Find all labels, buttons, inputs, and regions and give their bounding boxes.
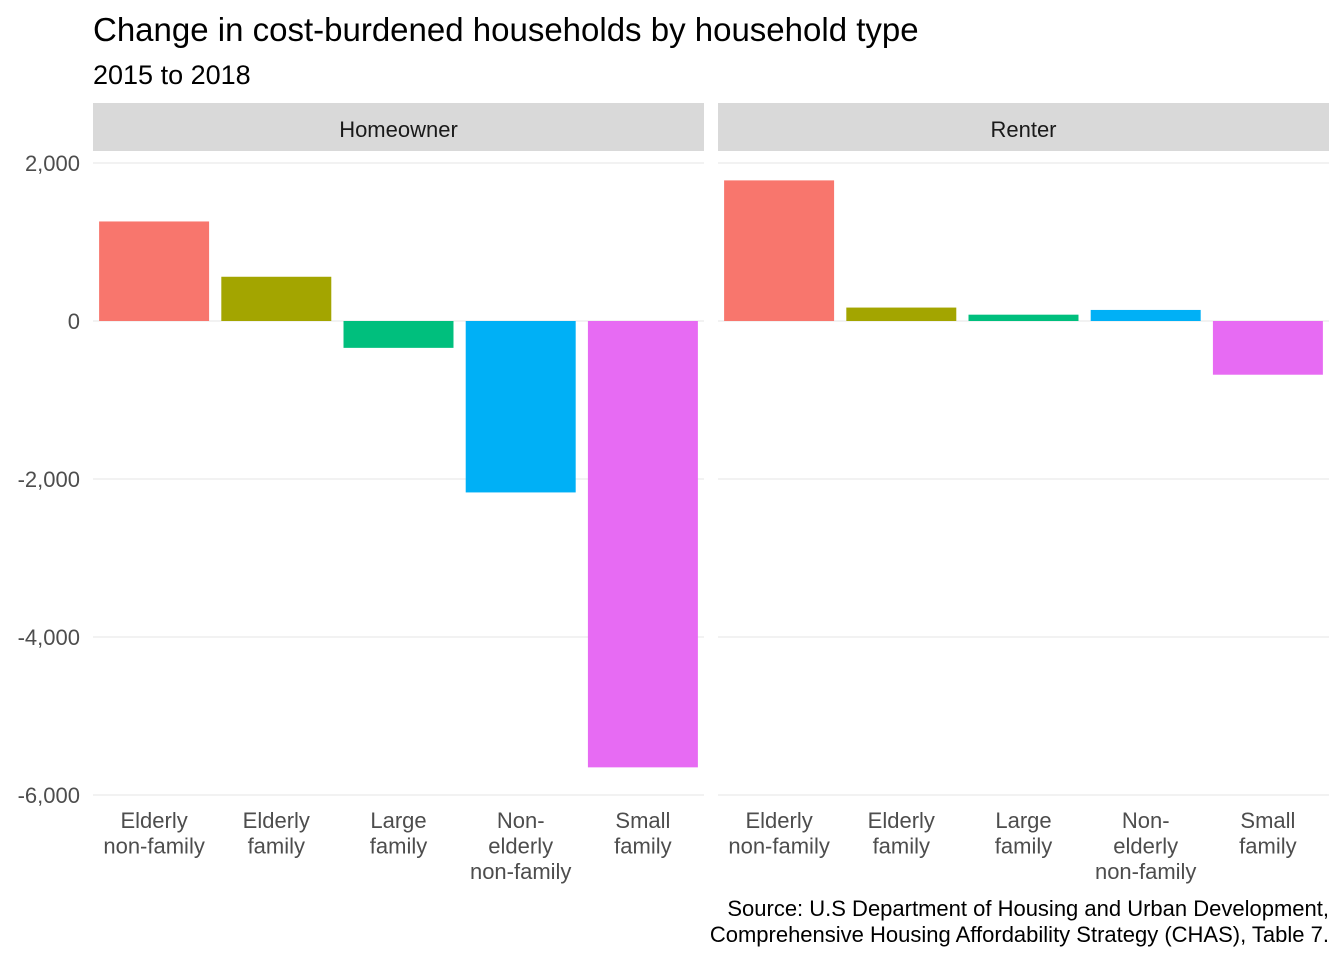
bar-renter-5: [1212, 321, 1323, 375]
bar-renter-3: [968, 314, 1079, 321]
x-tick-label: Small family: [614, 808, 671, 859]
caption-line-2: Comprehensive Housing Affordability Stra…: [710, 922, 1329, 947]
facet-panel-renter: Renter Elderly non-family Elderly family Larg…: [718, 103, 1329, 884]
y-tick-label: -6,000: [18, 783, 80, 808]
y-tick-label: -2,000: [18, 467, 80, 492]
facet-panels: Homeowner Elderly non-family Elderly family L…: [93, 103, 1329, 884]
bar-renter-4: [1090, 309, 1201, 321]
x-tick-label: Large family: [995, 808, 1052, 859]
bar-homeowner-2: [221, 276, 332, 321]
x-tick-label: Elderly non-family: [728, 808, 829, 859]
chart-subtitle: 2015 to 2018: [93, 60, 251, 90]
facet-strip: [718, 103, 1329, 151]
facet-strip-label: Homeowner: [339, 117, 458, 142]
y-tick-label: 0: [68, 309, 80, 334]
bar-homeowner-1: [99, 221, 210, 321]
facet-strip: [93, 103, 704, 151]
x-tick-label: Non-elderly non-family: [470, 808, 571, 884]
facet-panel-homeowner: Homeowner Elderly non-family Elderly family L…: [93, 103, 704, 884]
facet-strip-label: Renter: [990, 117, 1056, 142]
y-tick-label: -4,000: [18, 625, 80, 650]
bar-homeowner-3: [343, 321, 454, 348]
bar-renter-1: [724, 180, 835, 321]
chart-title: Change in cost-burdened households by ho…: [93, 11, 919, 48]
bar-homeowner-5: [587, 321, 698, 768]
y-tick-label: 2,000: [25, 151, 80, 176]
bar-renter-2: [846, 307, 957, 321]
y-axis: 2,000 0 -2,000 -4,000 -6,000: [18, 151, 80, 808]
bar-homeowner-4: [465, 321, 576, 493]
x-tick-label: Elderly non-family: [103, 808, 204, 859]
x-tick-label: Non-elderly non-family: [1095, 808, 1196, 884]
caption-line-1: Source: U.S Department of Housing and Ur…: [727, 896, 1329, 921]
x-tick-label: Small family: [1239, 808, 1296, 859]
x-tick-label: Large family: [370, 808, 427, 859]
x-tick-label: Elderly family: [868, 808, 935, 859]
x-tick-label: Elderly family: [243, 808, 310, 859]
